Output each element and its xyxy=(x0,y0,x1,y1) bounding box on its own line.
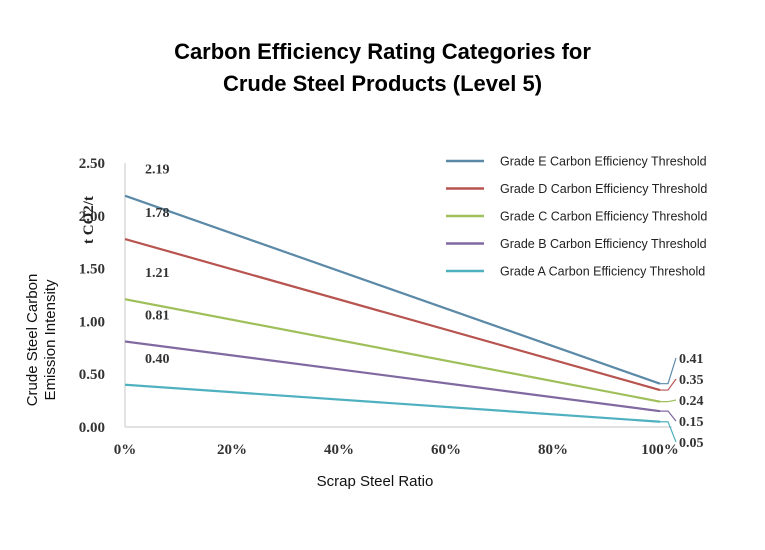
start-data-label: 0.40 xyxy=(145,352,170,367)
chart-title-line2: Crude Steel Products (Level 5) xyxy=(222,71,543,96)
legend-entry: Grade E Carbon Efficiency Threshold xyxy=(500,155,707,169)
chart-title: Carbon Efficiency Rating Categories for … xyxy=(0,36,765,100)
series-line-0 xyxy=(124,194,661,385)
series-line-2 xyxy=(124,298,661,403)
series-line-4 xyxy=(124,383,661,423)
legend-entry: Grade A Carbon Efficiency Threshold xyxy=(500,265,705,279)
end-label-leader xyxy=(660,421,677,443)
end-data-label: 0.35 xyxy=(679,373,704,388)
series-line-1 xyxy=(124,237,661,392)
start-data-label: 2.19 xyxy=(145,163,170,178)
y-axis-label-line1: Crude Steel Carbon xyxy=(24,274,41,407)
end-data-label: 0.41 xyxy=(679,352,704,367)
x-tick-label: 100% xyxy=(641,442,679,458)
y-axis-unit: t CO2/t xyxy=(81,196,97,244)
legend-entry: Grade B Carbon Efficiency Threshold xyxy=(500,237,707,251)
end-label-leader xyxy=(660,410,677,422)
end-label-leader xyxy=(660,378,677,391)
series-line-3 xyxy=(124,340,661,413)
start-data-label: 0.81 xyxy=(145,308,170,323)
x-axis-label: Scrap Steel Ratio xyxy=(317,473,434,490)
end-data-label: 0.24 xyxy=(679,394,704,409)
legend-entry: Grade D Carbon Efficiency Threshold xyxy=(500,182,707,196)
y-tick-label: 1.50 xyxy=(79,262,105,278)
end-data-label: 0.05 xyxy=(679,436,704,451)
x-tick-label: 80% xyxy=(538,442,568,458)
y-axis-label-line2: Emission Intensity xyxy=(42,279,59,400)
end-label-leader xyxy=(660,357,677,385)
end-data-label: 0.15 xyxy=(679,415,704,430)
legend-entry: Grade C Carbon Efficiency Threshold xyxy=(500,210,707,224)
y-tick-label: 2.50 xyxy=(79,156,105,172)
y-tick-label: 2.00 xyxy=(79,209,105,225)
y-tick-label: 0.50 xyxy=(79,367,105,383)
start-data-label: 1.21 xyxy=(145,266,170,281)
chart-title-line1: Carbon Efficiency Rating Categories for xyxy=(174,39,591,64)
x-tick-label: 0% xyxy=(114,442,137,458)
x-tick-label: 60% xyxy=(431,442,461,458)
x-tick-label: 20% xyxy=(217,442,247,458)
y-tick-label: 0.00 xyxy=(79,420,105,436)
y-tick-label: 1.00 xyxy=(79,314,105,330)
x-tick-label: 40% xyxy=(324,442,354,458)
start-data-label: 1.78 xyxy=(145,206,170,221)
end-label-leader xyxy=(660,399,677,403)
